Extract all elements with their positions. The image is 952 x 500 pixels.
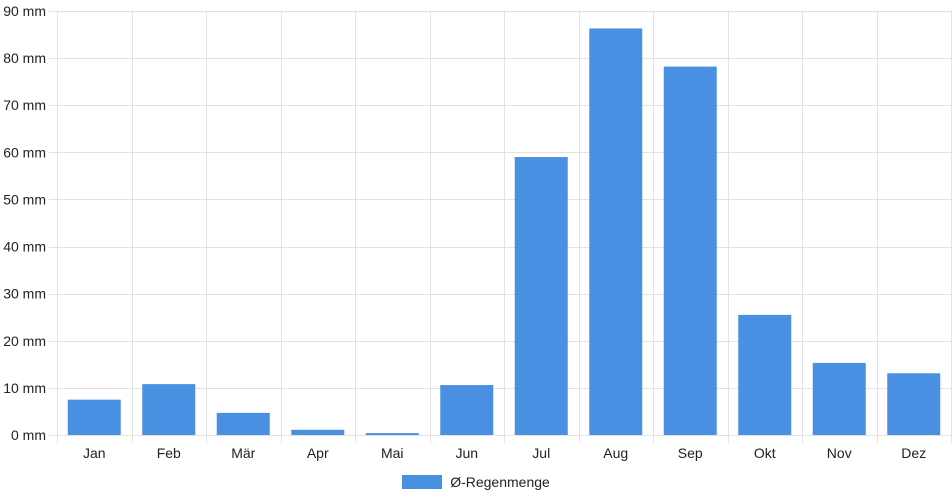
y-tick-label: 80 mm bbox=[3, 50, 46, 66]
bar-jul[interactable] bbox=[514, 157, 568, 436]
bar-sep[interactable] bbox=[663, 66, 717, 435]
y-tick-label: 60 mm bbox=[3, 144, 46, 160]
x-tick-label: Dez bbox=[901, 445, 926, 461]
y-tick-label: 30 mm bbox=[3, 286, 46, 302]
x-tick-label: Nov bbox=[827, 445, 852, 461]
y-tick-label: 40 mm bbox=[3, 239, 46, 255]
legend[interactable]: Ø-Regenmenge bbox=[0, 472, 952, 492]
legend-swatch bbox=[402, 475, 443, 489]
y-tick-label: 10 mm bbox=[3, 380, 46, 396]
x-tick-label: Jun bbox=[455, 445, 478, 461]
x-tick-label: Jul bbox=[532, 445, 550, 461]
x-tick-label: Jan bbox=[83, 445, 106, 461]
y-tick-label: 50 mm bbox=[3, 191, 46, 207]
x-tick-label: Apr bbox=[307, 445, 329, 461]
y-tick-label: 0 mm bbox=[11, 427, 46, 443]
x-tick-label: Feb bbox=[157, 445, 181, 461]
bar-jan[interactable] bbox=[67, 399, 121, 435]
bar-feb[interactable] bbox=[142, 384, 196, 435]
y-tick-label: 20 mm bbox=[3, 333, 46, 349]
bar-dez[interactable] bbox=[887, 373, 941, 435]
bar-aug[interactable] bbox=[589, 28, 643, 435]
x-tick-label: Mai bbox=[381, 445, 404, 461]
x-tick-label: Okt bbox=[754, 445, 776, 461]
bar-apr[interactable] bbox=[291, 429, 345, 435]
bar-okt[interactable] bbox=[738, 314, 792, 435]
bar-mär[interactable] bbox=[216, 412, 270, 435]
x-tick-label: Aug bbox=[603, 445, 628, 461]
y-tick-label: 90 mm bbox=[3, 3, 46, 19]
legend-label: Ø-Regenmenge bbox=[450, 474, 550, 490]
bar-jun[interactable] bbox=[440, 385, 494, 435]
bar-nov[interactable] bbox=[812, 362, 866, 435]
bar-mai[interactable] bbox=[365, 433, 419, 435]
bars bbox=[67, 28, 941, 436]
axis-labels: 0 mm 10 mm 20 mm 30 mm 40 mm 50 mm 60 mm 70 mm 8… bbox=[3, 3, 926, 461]
x-tick-label: Sep bbox=[678, 445, 703, 461]
y-tick-label: 70 mm bbox=[3, 97, 46, 113]
x-tick-label: Mär bbox=[231, 445, 255, 461]
